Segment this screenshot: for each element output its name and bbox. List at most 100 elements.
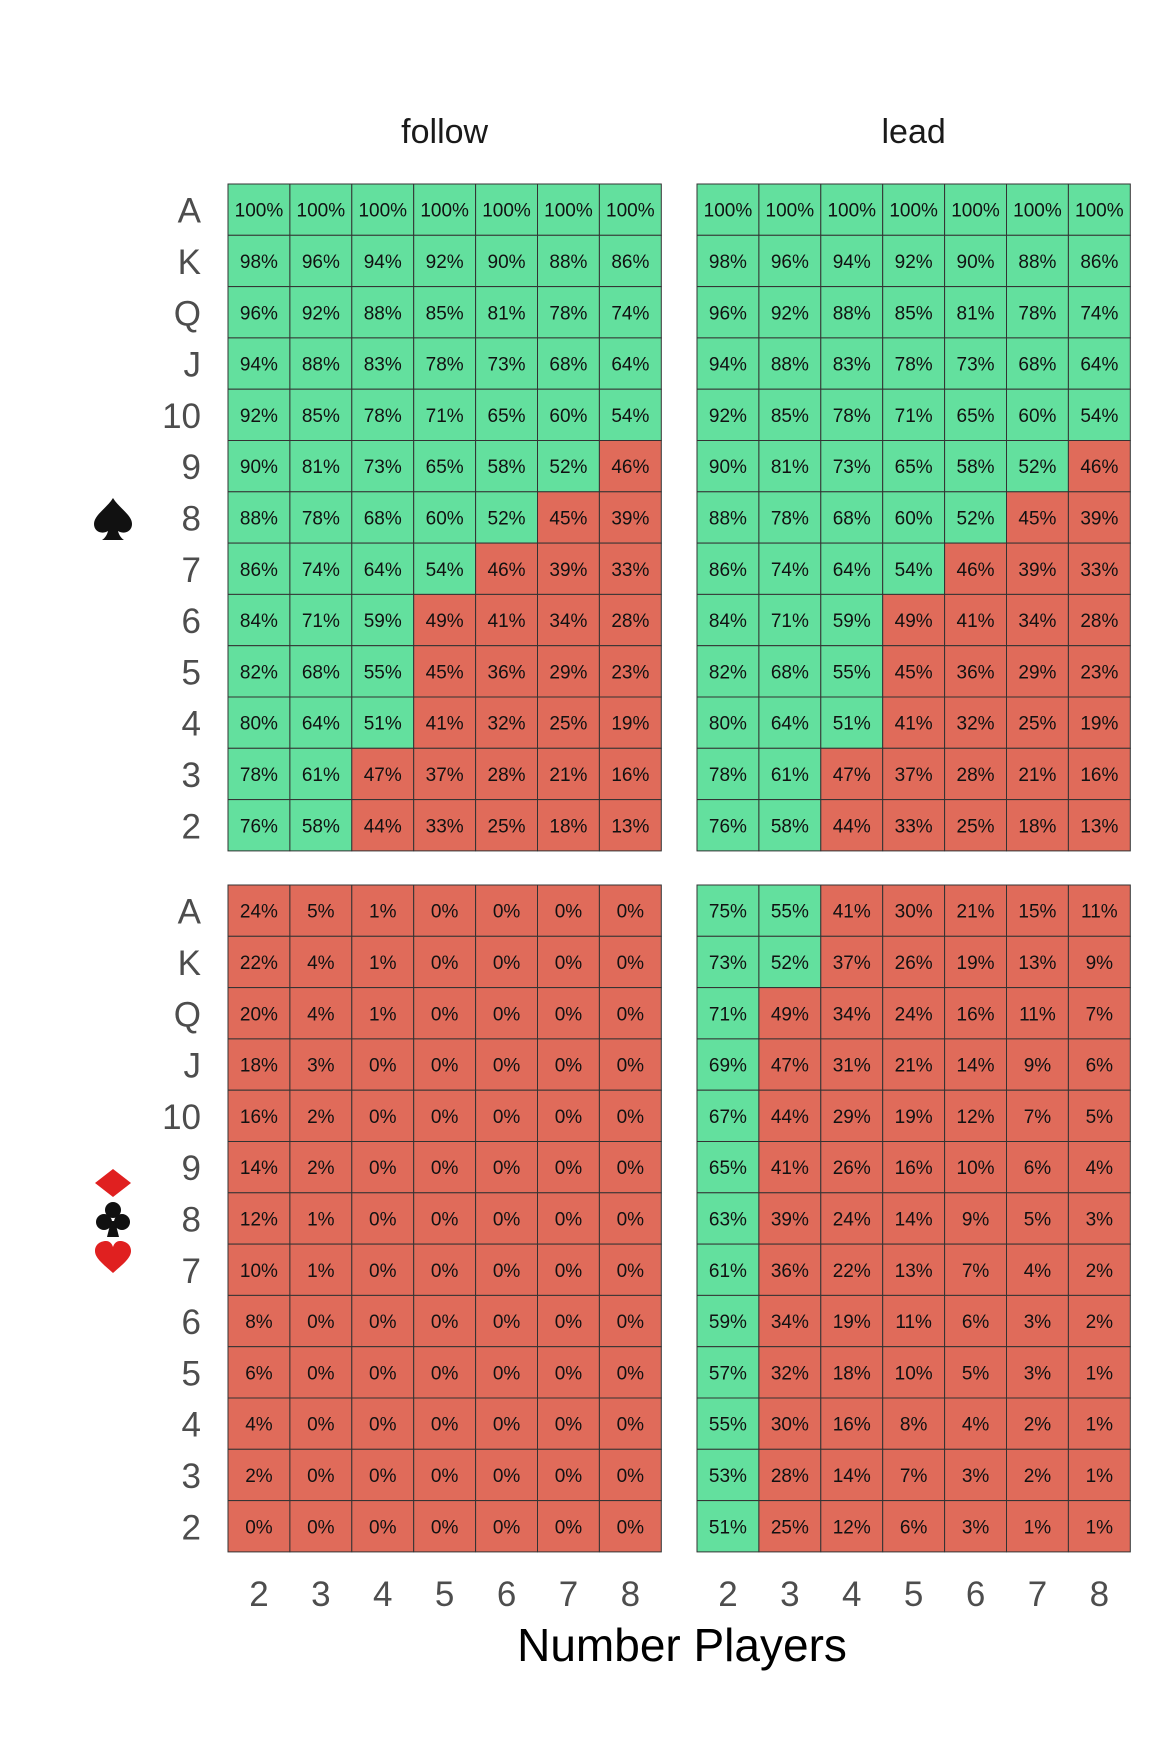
heatmap-cell <box>882 1397 946 1450</box>
heatmap-cell <box>758 286 822 339</box>
heatmap-cell <box>475 799 539 852</box>
cell-value-label: 0% <box>555 1415 583 1436</box>
cell-value-label: 3% <box>962 1466 990 1487</box>
cell-value-label: 0% <box>369 1158 397 1179</box>
cell-value-label: 13% <box>895 1261 933 1282</box>
cell-value-label: 4% <box>245 1415 273 1436</box>
cell-value-label: 23% <box>611 662 649 683</box>
cell-value-label: 88% <box>1018 252 1056 273</box>
cell-value-label: 85% <box>771 406 809 427</box>
cell-value-label: 68% <box>833 508 871 529</box>
cell-value-label: 73% <box>957 355 995 376</box>
heatmap-cell <box>475 1397 539 1450</box>
heatmap-cell <box>413 696 477 749</box>
cell-value-label: 39% <box>771 1209 809 1230</box>
heatmap-cell <box>537 542 600 595</box>
heatmap-cell <box>1006 696 1069 749</box>
heatmap-cell <box>696 1397 760 1450</box>
heatmap-cell <box>882 1500 946 1553</box>
cell-value-label: 78% <box>426 355 464 376</box>
heatmap-cell <box>1006 1141 1069 1194</box>
y-tick-label: 8 <box>182 499 201 538</box>
cell-value-label: 75% <box>709 902 747 923</box>
cell-value-label: 80% <box>709 714 747 735</box>
cell-value-label: 24% <box>833 1209 871 1230</box>
panels-layer: 100% 100% 100% 100% 100% 100% 100% 98% 96% 94% 92%… <box>227 183 1131 1553</box>
cell-value-label: 98% <box>240 252 278 273</box>
heatmap-cell <box>1006 337 1069 390</box>
cell-value-label: 21% <box>957 902 995 923</box>
heatmap-cell <box>598 799 662 852</box>
cell-value-label: 0% <box>369 1363 397 1384</box>
cell-value-label: 2% <box>245 1466 273 1487</box>
cell-value-label: 21% <box>1018 765 1056 786</box>
heatmap-cell <box>475 645 539 698</box>
cell-value-label: 100% <box>827 201 876 222</box>
cell-value-label: 96% <box>302 252 340 273</box>
x-tick-label: 7 <box>559 1575 578 1614</box>
cell-value-label: 59% <box>833 611 871 632</box>
cell-value-label: 90% <box>709 457 747 478</box>
cell-value-label: 7% <box>1086 1004 1114 1025</box>
heatmap-cell <box>820 286 884 339</box>
heatmap-cell <box>413 1448 477 1502</box>
cell-value-label: 7% <box>1024 1107 1052 1128</box>
cell-value-label: 65% <box>957 406 995 427</box>
heatmap-cell <box>227 183 291 236</box>
heatmap-cell <box>1006 799 1069 852</box>
heatmap-cell <box>227 1448 291 1502</box>
cell-value-label: 94% <box>240 355 278 376</box>
heatmap-cell <box>820 799 884 852</box>
cell-value-label: 0% <box>369 1107 397 1128</box>
cell-value-label: 26% <box>895 953 933 974</box>
cell-value-label: 69% <box>709 1056 747 1077</box>
heatmap-cell <box>944 542 1007 595</box>
cell-value-label: 16% <box>611 765 649 786</box>
heatmap-cell <box>289 1346 353 1399</box>
heatmap-cell <box>413 1243 477 1296</box>
heatmap-cell <box>1067 645 1131 698</box>
cell-value-label: 16% <box>1080 765 1118 786</box>
heatmap-cell <box>696 388 760 442</box>
heatmap-cell <box>598 234 662 288</box>
heatmap-cell <box>351 183 415 236</box>
heatmap-cell <box>475 440 539 493</box>
cell-value-label: 0% <box>617 1261 645 1282</box>
cell-value-label: 13% <box>1018 953 1056 974</box>
cell-value-label: 61% <box>302 765 340 786</box>
cell-value-label: 46% <box>611 457 649 478</box>
heatmap-cell <box>696 1243 760 1296</box>
cell-value-label: 0% <box>431 902 459 923</box>
cell-value-label: 0% <box>431 1415 459 1436</box>
cell-value-label: 1% <box>1024 1517 1052 1538</box>
heatmap-cell <box>758 234 822 288</box>
heatmap-cell <box>820 1038 884 1091</box>
cell-value-label: 46% <box>957 560 995 581</box>
cell-value-label: 19% <box>833 1312 871 1333</box>
cell-value-label: 19% <box>957 953 995 974</box>
cell-value-label: 0% <box>431 1261 459 1282</box>
cell-value-label: 78% <box>1018 303 1056 324</box>
heatmap-cell <box>1067 884 1131 937</box>
heatmap-cell <box>289 286 353 339</box>
heatmap-cell <box>1067 183 1131 236</box>
cell-value-label: 0% <box>431 1466 459 1487</box>
heatmap-cell <box>758 440 822 493</box>
cell-value-label: 21% <box>549 765 587 786</box>
heatmap-cell <box>820 542 884 595</box>
cell-value-label: 49% <box>426 611 464 632</box>
heatmap-cell <box>820 696 884 749</box>
cell-value-label: 88% <box>771 355 809 376</box>
cell-value-label: 12% <box>240 1209 278 1230</box>
cell-value-label: 0% <box>307 1466 335 1487</box>
heatmap-cell <box>289 1089 353 1142</box>
cell-value-label: 10% <box>240 1261 278 1282</box>
panel-follow-group-0: 100% 100% 100% 100% 100% 100% 100% 98% 96% 94% 92%… <box>227 183 662 852</box>
heatmap-cell <box>1006 645 1069 698</box>
cell-value-label: 96% <box>709 303 747 324</box>
cell-value-label: 0% <box>493 1158 521 1179</box>
cell-value-label: 74% <box>611 303 649 324</box>
cell-value-label: 3% <box>1024 1363 1052 1384</box>
cell-value-label: 81% <box>771 457 809 478</box>
heatmap-cell <box>475 1141 539 1194</box>
